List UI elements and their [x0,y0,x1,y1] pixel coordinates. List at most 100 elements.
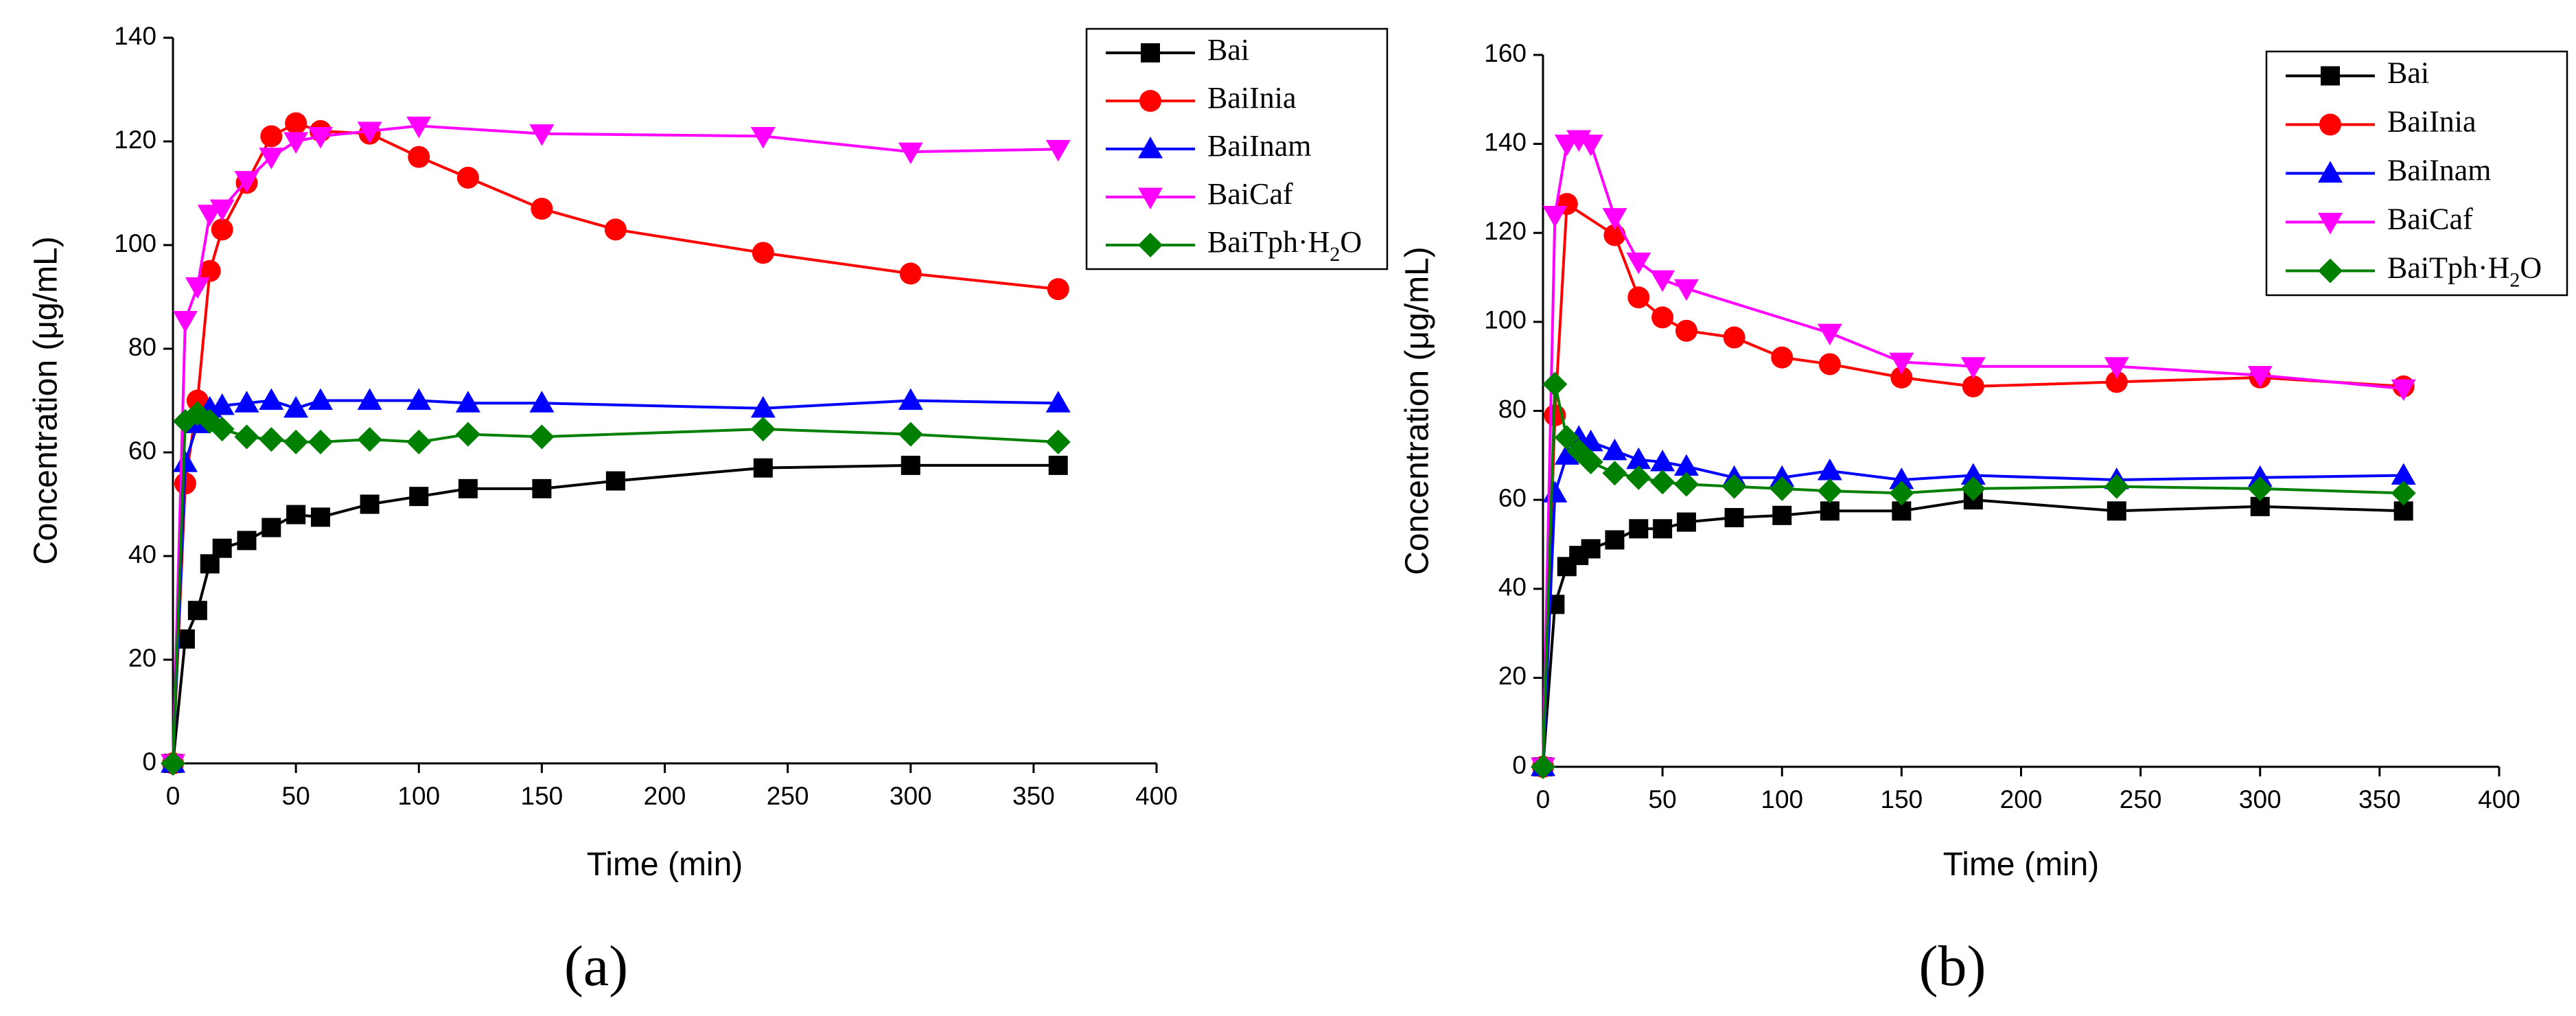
x-tick-label: 250 [2120,785,2162,813]
data-point [1626,252,1651,275]
data-point [1721,474,1747,499]
data-point [456,166,479,189]
data-point [1045,139,1071,162]
x-tick-label: 100 [1761,785,1803,813]
series-baitph-h2o [1531,371,2416,779]
data-point [1820,501,1840,521]
data-point [283,132,309,154]
data-point [2247,465,2273,487]
data-point [1676,512,1696,532]
data-point [308,388,333,410]
legend-label: BaiCaf [2387,203,2473,236]
data-point [357,427,382,452]
data-point [1554,443,1579,465]
data-point [198,259,221,282]
data-point [529,391,555,413]
data-point [752,242,774,264]
data-point [357,122,382,143]
data-point [1602,461,1627,486]
data-point [172,310,198,333]
data-point [285,112,308,135]
x-tick-label: 400 [2478,785,2520,813]
data-point [406,116,432,139]
data-point [262,518,281,538]
x-axis-label: Time (min) [1943,846,2100,883]
legend-label: BaiInia [2387,105,2476,139]
data-point [1627,286,1650,309]
data-point [1045,391,1071,413]
data-point [750,126,776,149]
data-point [1650,470,1675,495]
data-point [1650,450,1675,472]
data-point [1578,135,1603,157]
data-point [1817,323,1842,346]
data-point [531,198,553,220]
data-point [2105,371,2128,393]
data-point [2107,501,2126,521]
y-tick-label: 20 [1498,662,1527,690]
data-point [2247,476,2273,501]
data-point [1653,519,1673,539]
x-tick-label: 150 [521,782,564,810]
data-point [1626,465,1651,490]
legend-label: Bai [1207,33,1249,67]
data-point [308,126,333,149]
series-line [1542,382,2404,767]
data-point [209,393,235,415]
y-axis-label: Concentration (μg/mL) [1400,246,1436,575]
data-point [604,218,627,241]
data-point [283,429,309,454]
legend-label: BaiTph·H2O [1207,225,1362,266]
data-point [185,277,210,299]
y-tick-label: 60 [128,437,156,465]
data-point [259,388,284,410]
x-tick-label: 200 [644,782,686,810]
data-point [209,199,235,222]
y-tick-label: 100 [1484,306,1527,334]
data-point [212,538,232,558]
data-point [1673,279,1699,301]
legend: Bai BaiInia BaiInam BaiCaf BaiTph·H2O [2265,50,2568,297]
panel-label: (b) [1919,934,1986,998]
y-tick-label: 140 [1484,128,1527,156]
series-line [172,463,1058,764]
data-point [1817,458,1842,481]
x-tick-label: 300 [2239,785,2282,813]
y-tick-label: 120 [114,126,156,154]
data-point [750,417,776,442]
panel-label: (a) [564,934,628,998]
legend-marker [1139,90,1161,112]
x-tick-label: 200 [2000,785,2043,813]
data-point [750,395,776,418]
data-point [2391,379,2416,402]
data-point [901,455,920,475]
data-point [1960,463,1986,485]
legend-marker [1138,137,1163,159]
data-point [1602,438,1627,461]
data-point [605,471,625,491]
legend-marker [1141,43,1160,62]
legend-label: BaiInam [2387,154,2492,187]
data-point [1724,508,1744,528]
data-point [1542,481,1568,503]
series-line [1542,498,2404,767]
data-point [234,424,259,450]
data-point [1650,270,1675,292]
y-tick-label: 0 [1512,751,1527,779]
y-tick-label: 0 [142,748,156,776]
series-line [172,399,1058,764]
legend-marker [1138,187,1163,209]
y-tick-label: 20 [128,644,156,672]
data-point [899,262,922,285]
data-point [1542,371,1568,397]
data-point [186,389,209,412]
data-point [308,429,333,454]
data-point [1045,429,1071,454]
y-tick-label: 140 [114,22,156,50]
data-point [1890,366,1913,389]
data-point [310,507,330,527]
y-tick-label: 60 [1498,484,1527,512]
x-tick-label: 400 [1135,782,1178,810]
data-point [1960,476,1986,501]
data-point [1542,205,1568,228]
